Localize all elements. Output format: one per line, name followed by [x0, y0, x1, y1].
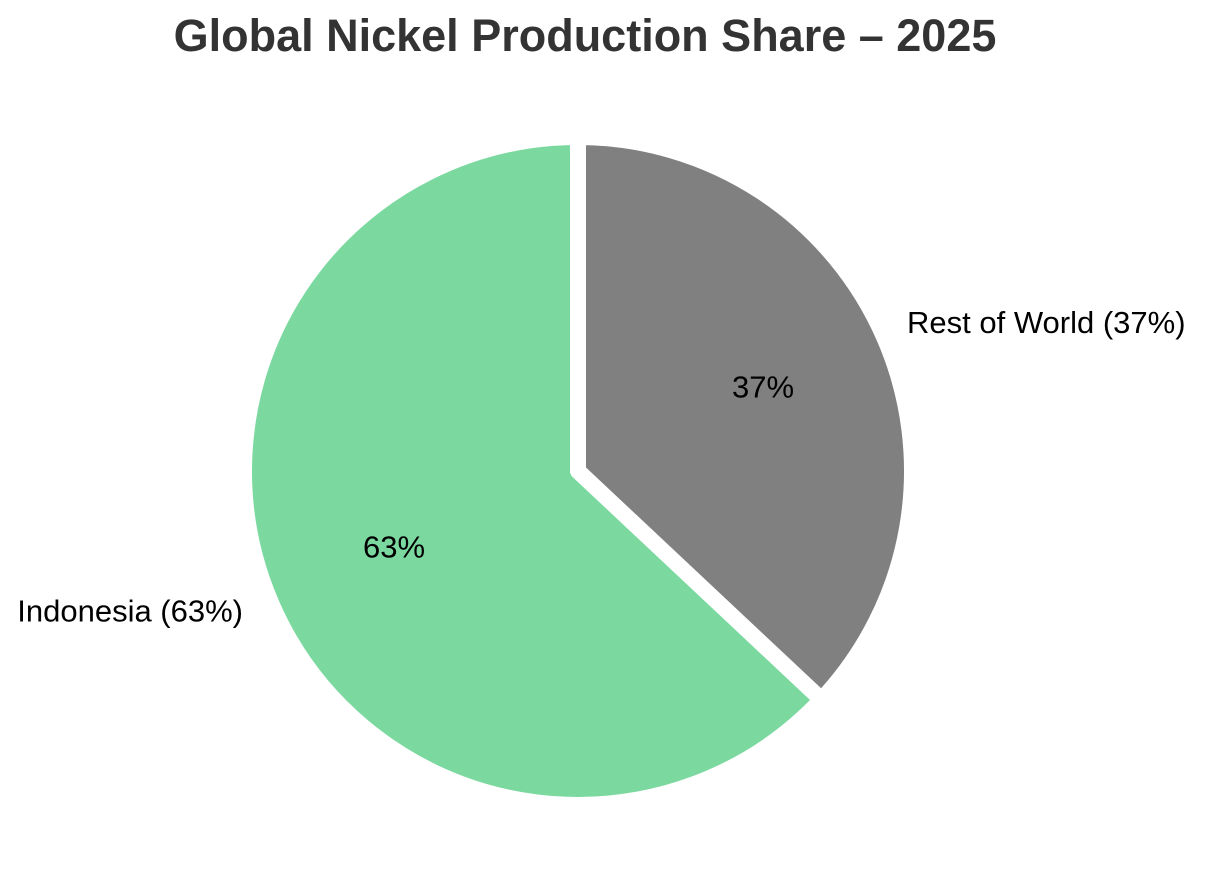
svg-text:37%: 37% — [732, 370, 794, 405]
svg-text:Rest of World (37%): Rest of World (37%) — [907, 305, 1186, 340]
svg-text:63%: 63% — [363, 530, 425, 565]
svg-text:Indonesia (63%): Indonesia (63%) — [17, 594, 243, 629]
